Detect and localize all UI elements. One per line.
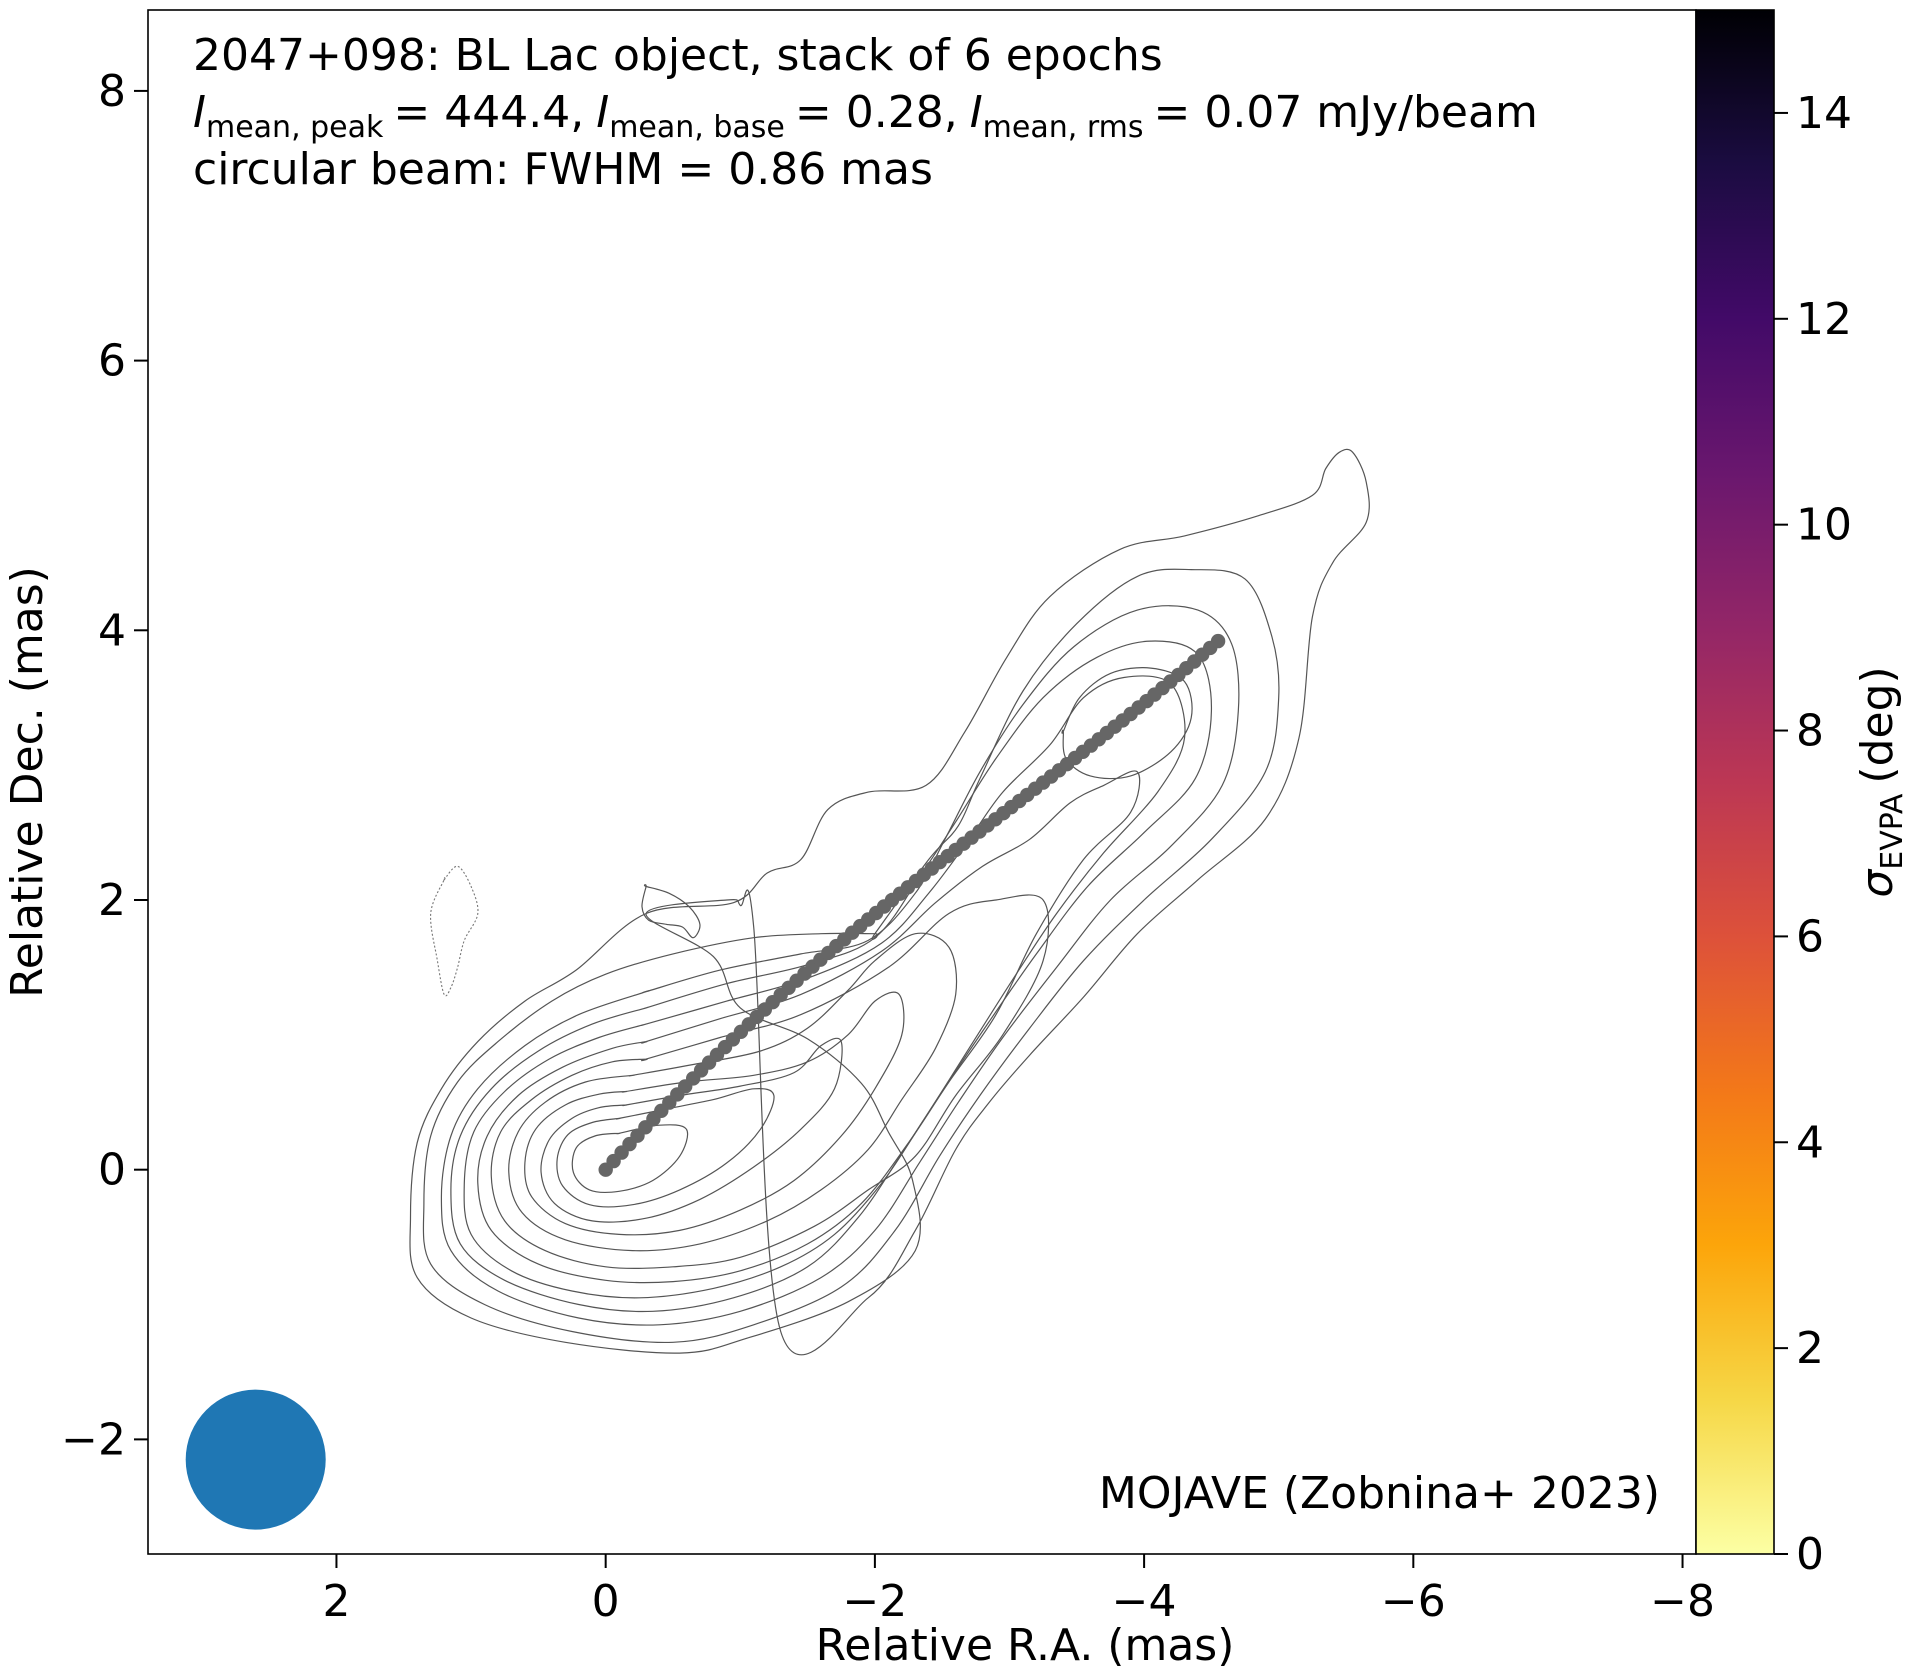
contour-level-14 <box>641 884 701 939</box>
x-tick-label: −4 <box>1112 1576 1177 1627</box>
colorbar-tick-label: 14 <box>1796 88 1852 139</box>
contour-level-12 <box>571 1124 689 1193</box>
stats-symbol-2: I <box>596 87 609 138</box>
x-tick-label: −8 <box>1650 1576 1715 1627</box>
plot-area <box>148 10 1696 1554</box>
stats-peak-value: = 444.4, <box>393 87 584 138</box>
contour-level-9 <box>524 991 905 1236</box>
title-line-1: 2047+098: BL Lac object, stack of 6 epoc… <box>193 30 1163 81</box>
colorbar-tick-label: 6 <box>1796 911 1824 962</box>
stats-base-value: = 0.28, <box>795 87 958 138</box>
stats-symbol-3: I <box>970 87 983 138</box>
stats-symbol-1: I <box>193 87 206 138</box>
colorbar-label-unit: (deg) <box>1852 666 1903 783</box>
x-tick-label: 2 <box>322 1576 350 1627</box>
x-tick-label: −6 <box>1381 1576 1446 1627</box>
colorbar-tick-label: 2 <box>1796 1323 1824 1374</box>
credit-label: MOJAVE (Zobnina+ 2023) <box>1099 1468 1660 1519</box>
colorbar-tick-label: 4 <box>1796 1117 1824 1168</box>
y-tick-label: 6 <box>98 336 126 387</box>
y-tick-label: 8 <box>98 66 126 117</box>
x-tick-label: 0 <box>592 1576 620 1627</box>
stats-rms-subscript: mean, rms <box>983 110 1144 145</box>
title-line-2: circular beam: FWHM = 0.86 mas <box>193 144 933 195</box>
contour-level-6 <box>477 770 1141 1284</box>
contour-level-11 <box>556 1088 775 1208</box>
x-axis-ticks: 2 0 −2 −4 −6 −8 <box>322 1554 1715 1627</box>
ridge-point <box>1210 633 1226 649</box>
contour-level-1 <box>409 448 1370 1356</box>
contour-level-4 <box>450 640 1213 1313</box>
stats-base-subscript: mean, base <box>609 110 785 145</box>
stats-peak-subscript: mean, peak <box>206 110 384 145</box>
y-tick-label: −2 <box>61 1414 126 1465</box>
contour-level-10 <box>540 1037 843 1223</box>
colorbar-tick-label: 10 <box>1796 500 1852 551</box>
contour-negative <box>430 865 479 997</box>
colorbar-tick-label: 0 <box>1796 1529 1824 1580</box>
y-axis-ticks: −2 0 2 4 6 8 <box>61 66 148 1465</box>
ridge-line <box>598 633 1226 1177</box>
x-tick-label: −2 <box>842 1576 907 1627</box>
stats-rms-value: = 0.07 mJy/beam <box>1153 87 1537 138</box>
colorbar-tick-label: 12 <box>1796 294 1852 345</box>
contour-layer <box>409 448 1370 1356</box>
contour-level-13 <box>1061 667 1193 780</box>
contour-level-3 <box>440 605 1240 1326</box>
colorbar-label-subscript: EVPA <box>1875 793 1905 870</box>
colorbar-label: σEVPA (deg) <box>1852 666 1905 897</box>
y-tick-label: 4 <box>98 605 126 656</box>
y-tick-label: 0 <box>98 1145 126 1196</box>
colorbar-tick-label: 8 <box>1796 706 1824 757</box>
beam-ellipse <box>185 1389 326 1530</box>
colorbar-label-symbol: σ <box>1852 869 1903 898</box>
colorbar-ticks: 0 2 4 6 8 10 12 14 <box>1774 88 1852 1580</box>
contour-level-7 <box>490 894 1050 1270</box>
stats-line: Imean, peak = 444.4, Imean, base = 0.28, Ime… <box>193 87 1538 145</box>
colorbar <box>1696 10 1774 1554</box>
contour-level-8 <box>508 932 958 1252</box>
y-axis-label: Relative Dec. (mas) <box>2 566 53 998</box>
contour-level-2 <box>422 568 1280 1344</box>
y-tick-label: 2 <box>98 875 126 926</box>
colorbar-frame <box>1695 9 1775 1555</box>
x-axis-label: Relative R.A. (mas) <box>816 1620 1235 1671</box>
